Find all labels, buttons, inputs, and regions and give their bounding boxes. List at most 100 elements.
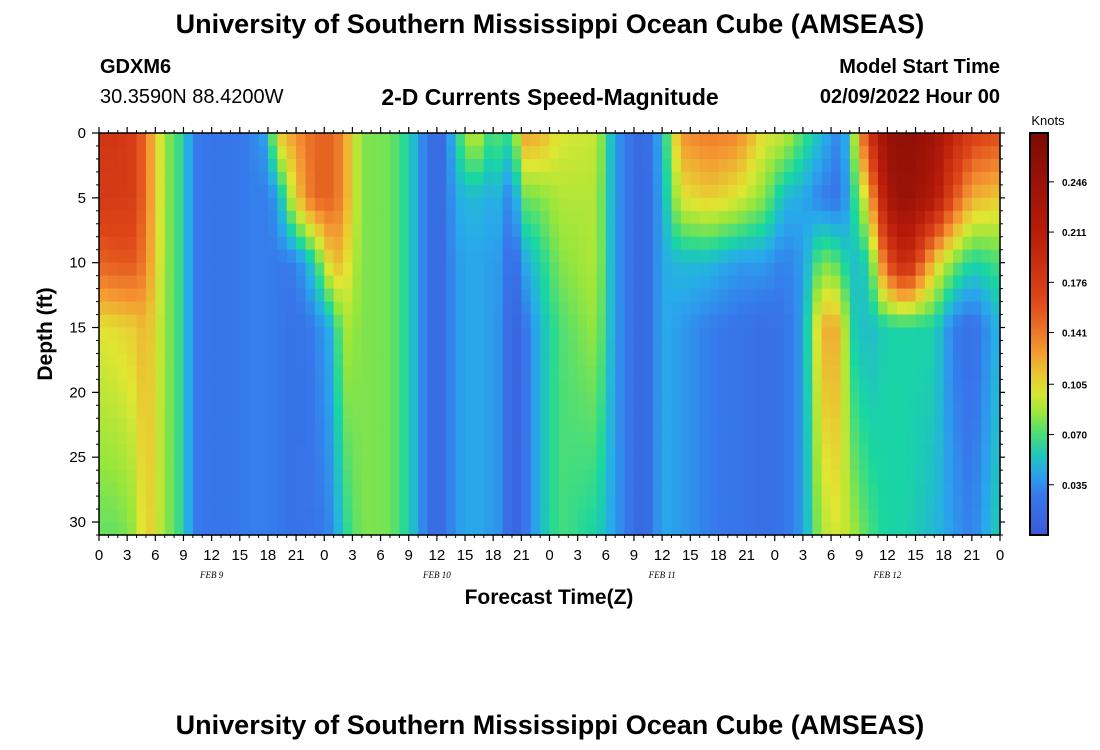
heat-cell [192, 509, 203, 523]
heat-cell [718, 171, 729, 186]
heat-cell [643, 171, 654, 186]
heat-cell [671, 158, 682, 173]
heat-cell [127, 275, 138, 290]
heat-cell [305, 210, 316, 225]
heat-cell [530, 366, 541, 380]
heat-cell [840, 249, 851, 264]
heat-cell [99, 262, 109, 277]
heat-cell [737, 133, 748, 147]
heat-cell [549, 197, 560, 212]
heat-cell [136, 301, 147, 316]
heat-cell [117, 522, 128, 536]
heat-cell [859, 184, 870, 199]
heat-cell [840, 457, 851, 471]
heat-cell [568, 197, 579, 212]
heat-cell [896, 158, 907, 173]
heat-cell [399, 133, 410, 147]
heat-cell [493, 275, 504, 290]
heat-cell [117, 184, 128, 199]
heat-cell [802, 457, 813, 471]
heat-cell [924, 236, 935, 251]
heat-cell [361, 288, 372, 303]
heat-cell [474, 210, 485, 225]
heat-cell [427, 184, 438, 199]
heat-cell [962, 301, 973, 316]
heat-cell [915, 275, 926, 290]
heat-cell [831, 340, 842, 355]
heat-cell [755, 288, 766, 303]
heat-cell [896, 171, 907, 186]
heat-cell [239, 444, 250, 458]
heat-cell [296, 431, 307, 445]
heat-cell [108, 522, 119, 536]
heat-cell [746, 210, 757, 225]
heat-cell [755, 314, 766, 329]
heat-cell [596, 327, 607, 342]
heat-cell [906, 262, 917, 277]
heat-cell [849, 184, 860, 199]
heat-cell [727, 509, 738, 523]
heat-cell [136, 431, 147, 445]
heat-cell [389, 522, 400, 536]
heat-cell [239, 340, 250, 355]
heat-cell [249, 405, 260, 419]
heat-cell [990, 210, 1001, 225]
heat-cell [502, 288, 513, 303]
heat-cell [953, 314, 964, 329]
heat-cell [737, 301, 748, 316]
heat-cell [202, 327, 213, 342]
heat-cell [924, 340, 935, 355]
heat-cell [493, 262, 504, 277]
heat-cell [136, 197, 147, 212]
heat-cell [990, 223, 1001, 238]
heat-cell [924, 262, 935, 277]
heat-cell [765, 353, 776, 368]
heat-cell [108, 470, 119, 484]
heat-cell [155, 288, 166, 303]
heat-cell [615, 223, 626, 238]
heat-cell [906, 366, 917, 380]
heat-cell [765, 418, 776, 432]
heat-cell [746, 223, 757, 238]
heat-cell [662, 158, 673, 173]
heat-cell [211, 262, 222, 277]
heat-cell [530, 457, 541, 471]
heat-cell [934, 366, 945, 380]
heat-cell [718, 405, 729, 419]
heat-cell [868, 366, 879, 380]
heat-cell [446, 184, 457, 199]
heat-cell [511, 379, 522, 393]
heat-cell [108, 366, 119, 380]
heat-cell [258, 340, 269, 355]
heat-cell [380, 470, 391, 484]
heat-cell [709, 184, 720, 199]
heat-cell [474, 249, 485, 264]
heat-cell [887, 223, 898, 238]
heat-cell [943, 431, 954, 445]
heat-cell [765, 392, 776, 406]
heat-cell [727, 327, 738, 342]
heat-cell [755, 379, 766, 393]
heat-cell [718, 418, 729, 432]
heat-cell [849, 444, 860, 458]
heat-cell [840, 223, 851, 238]
heat-cell [474, 444, 485, 458]
heat-cell [511, 262, 522, 277]
heat-cell [652, 353, 663, 368]
heat-cell [267, 522, 278, 536]
heat-cell [718, 158, 729, 173]
heat-cell [145, 275, 156, 290]
heat-cell [493, 133, 504, 147]
heat-cell [136, 249, 147, 264]
heat-cell [943, 522, 954, 536]
heat-cell [737, 522, 748, 536]
heat-cell [211, 392, 222, 406]
heat-cell [521, 327, 532, 342]
heat-cell [202, 236, 213, 251]
heat-cell [596, 496, 607, 510]
heat-cell [314, 197, 325, 212]
heat-cell [286, 145, 297, 160]
heat-cell [558, 379, 569, 393]
heat-cell [784, 353, 795, 368]
heat-cell [145, 184, 156, 199]
